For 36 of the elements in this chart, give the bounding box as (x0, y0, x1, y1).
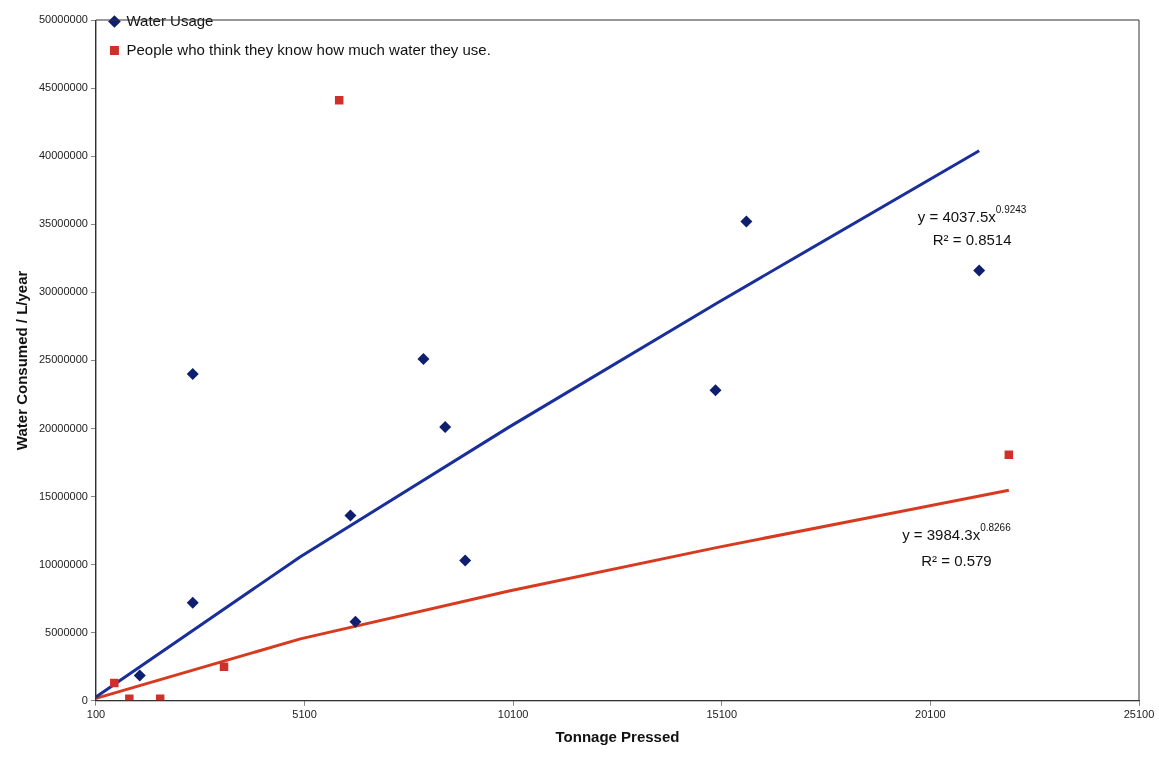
x-tick-label: 15100 (706, 708, 738, 721)
y-tick-label: 20000000 (38, 421, 88, 434)
y-axis-title: Water Consumed / L/year (13, 270, 31, 451)
point (439, 421, 452, 434)
point (740, 215, 753, 228)
legend-label: People who think they know how much water they use. (126, 40, 491, 58)
point (133, 669, 146, 682)
y-tick-label: 5000000 (45, 625, 88, 638)
y-tick-label: 50000000 (38, 13, 88, 26)
point (349, 615, 362, 628)
point (344, 509, 357, 522)
y-tick-label: 10000000 (38, 557, 88, 570)
point (110, 678, 119, 688)
x-tick-label: 25100 (1123, 708, 1155, 721)
y-tick-label: 35000000 (38, 217, 88, 230)
x-tick-label: 20100 (915, 708, 946, 721)
point (709, 384, 722, 397)
annotation: R² = 0.579 (921, 552, 992, 570)
y-tick-label: 0 (81, 693, 88, 706)
y-tick-label: 15000000 (38, 489, 88, 502)
point (459, 554, 472, 567)
y-tick-label: 25000000 (38, 353, 88, 366)
annotation: R² = 0.8514 (932, 231, 1012, 249)
point (417, 353, 430, 366)
x-axis-title: Tonnage Pressed (555, 728, 680, 746)
point (973, 264, 986, 277)
point (334, 96, 344, 105)
x-tick-label: 100 (86, 708, 106, 721)
legend-label: Water Usage (126, 11, 214, 29)
y-tick-label: 30000000 (38, 285, 88, 298)
y-tick-label: 40000000 (38, 149, 88, 162)
x-tick-label: 10100 (497, 708, 529, 721)
y-tick-label: 45000000 (38, 81, 88, 94)
x-tick-label: 5100 (292, 708, 317, 721)
point (186, 368, 199, 381)
point (186, 596, 199, 609)
